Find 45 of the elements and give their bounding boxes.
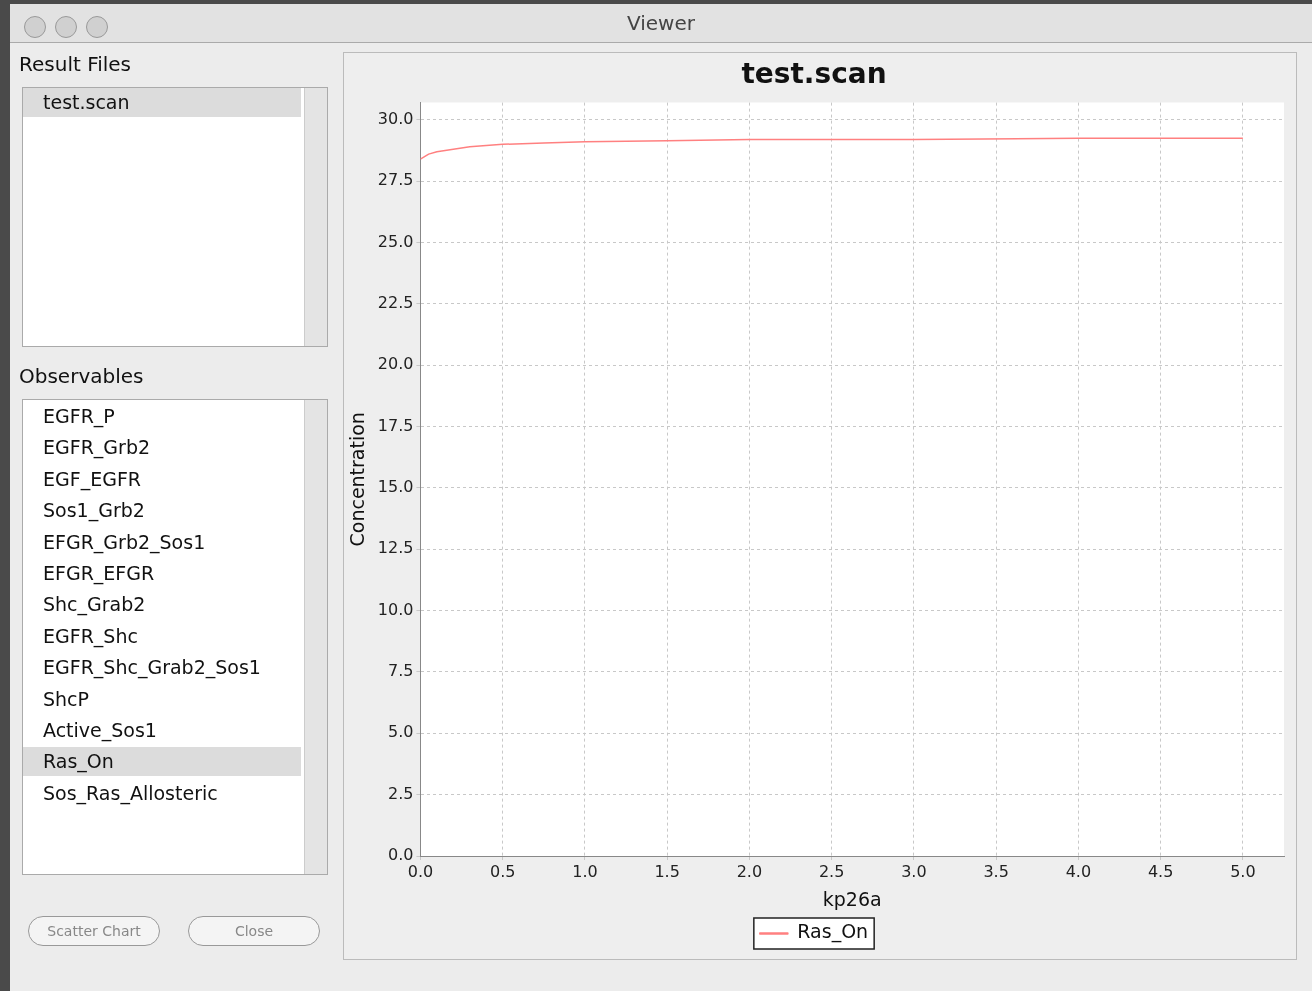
text: EGFR_Grb2: [42, 435, 152, 461]
text: EFGR_Grb2_Sos1: [42, 529, 207, 556]
x-tick-label: 1.5: [654, 861, 680, 881]
y-tick-label: 30.0: [377, 108, 414, 128]
x-tick-label: 4.5: [1147, 861, 1174, 881]
y-tick-label: 20.0: [377, 354, 414, 374]
y-tick-label: 17.5: [377, 415, 414, 435]
y-tick-label: 22.5: [377, 292, 414, 312]
text: Observables: [19, 364, 144, 388]
chart-title: test.scan: [741, 57, 887, 91]
text: Active_Sos1: [42, 718, 158, 744]
text: EGFR_Shc: [42, 623, 139, 650]
y-tick-label: 10.0: [377, 599, 414, 619]
text: EGFR_P: [42, 404, 116, 430]
x-tick-label: 1.0: [572, 861, 598, 881]
x-tick-label: 2.0: [736, 861, 763, 881]
y-axis-title: Concentration: [346, 412, 369, 547]
x-tick-label: 5.0: [1230, 861, 1256, 881]
text: EGF_EGFR: [42, 466, 142, 493]
y-tick-label: 15.0: [377, 477, 414, 497]
y-tick-label: 27.5: [377, 170, 414, 190]
text: EGFR_Shc_Grab2_Sos1: [42, 655, 262, 681]
text: test.scan: [23, 88, 301, 117]
x-axis-title: kp26a: [822, 887, 882, 910]
y-tick-label: 12.5: [377, 538, 414, 558]
text: Shc_Grab2: [42, 592, 147, 618]
text: Ras_On: [23, 747, 301, 777]
text: Result Files: [19, 52, 132, 76]
y-tick-label: 2.5: [387, 783, 414, 803]
text: Sos1_Grb2: [42, 498, 146, 524]
text: Scatter Chart: [28, 916, 160, 946]
y-tick-label: 25.0: [377, 231, 414, 251]
x-tick-label: 2.5: [818, 861, 845, 881]
x-tick-label: 3.0: [901, 861, 927, 881]
text: EFGR_EFGR: [42, 561, 156, 587]
text: ShcP: [42, 686, 90, 712]
y-tick-label: 7.5: [387, 661, 414, 681]
legend-label: Ras_On: [797, 920, 869, 944]
x-tick-label: 4.0: [1065, 861, 1092, 881]
text: Close: [188, 916, 320, 946]
text: Viewer: [627, 11, 695, 35]
y-tick-label: 5.0: [387, 722, 414, 742]
text: Sos_Ras_Allosteric: [42, 780, 219, 807]
x-tick-label: 3.5: [983, 861, 1009, 881]
x-tick-label: 0.5: [489, 861, 516, 881]
